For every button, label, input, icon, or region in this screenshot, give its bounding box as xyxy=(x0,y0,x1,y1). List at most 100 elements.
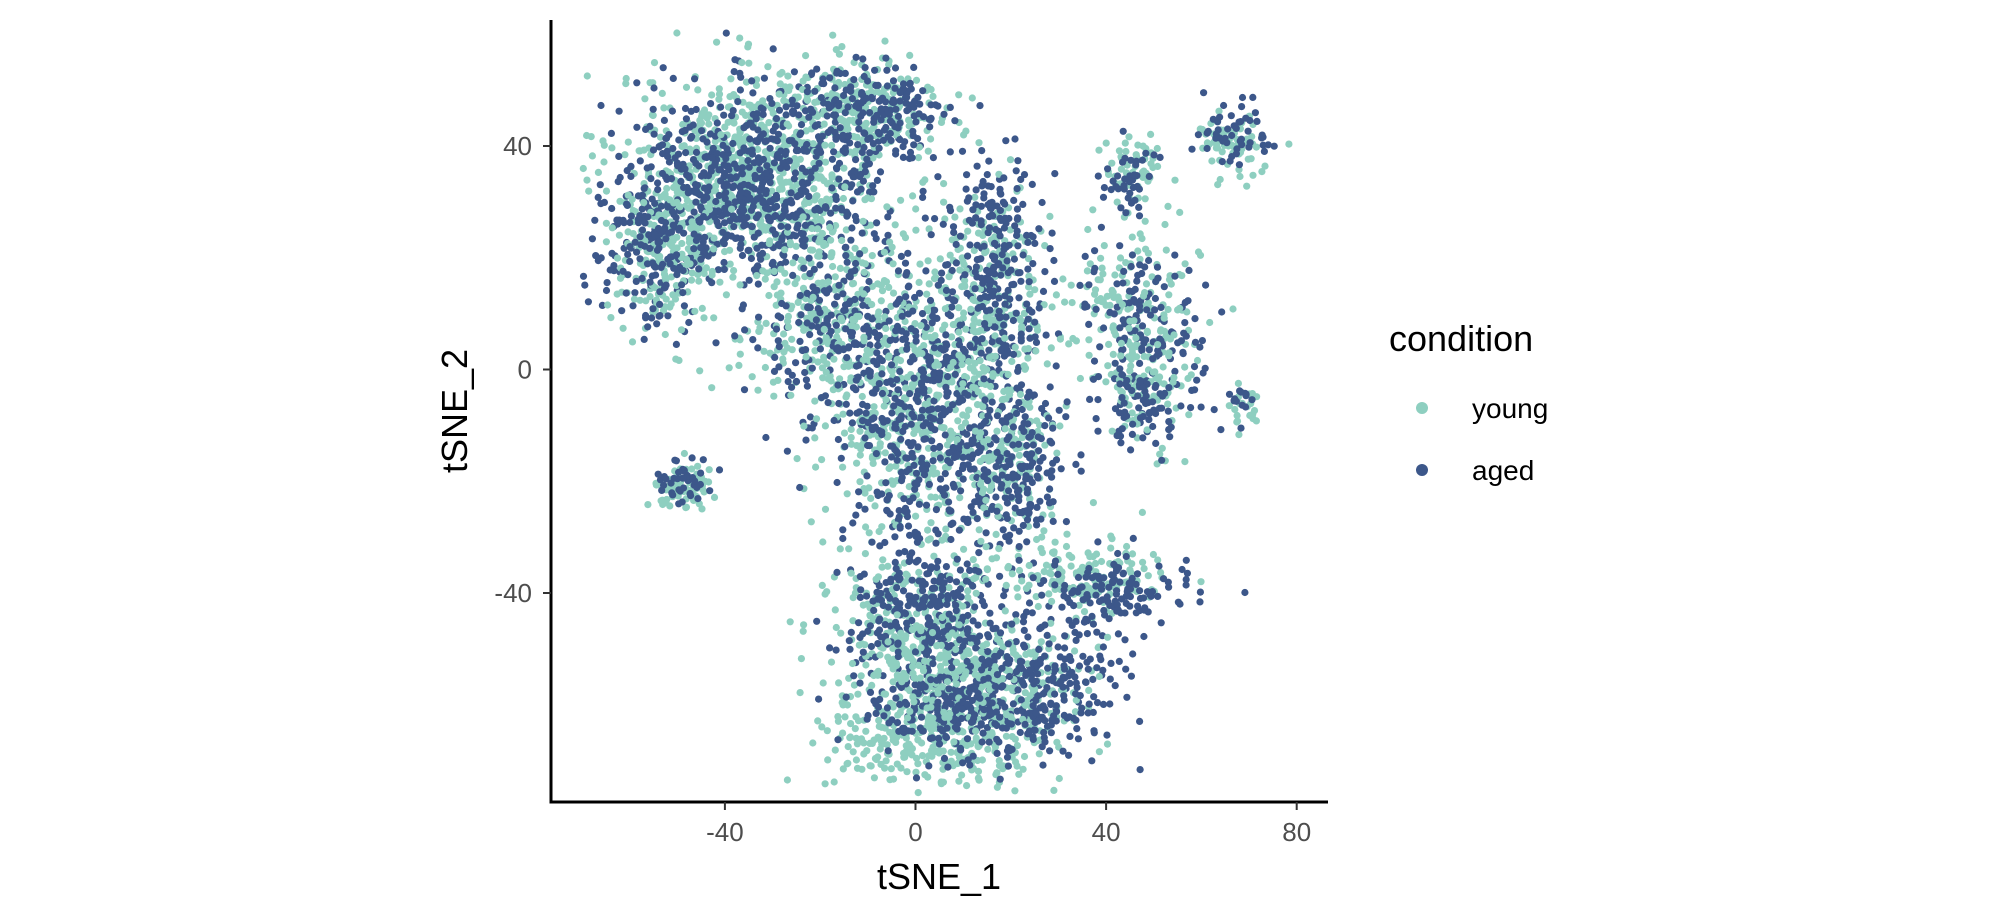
point-young xyxy=(738,59,746,67)
point-aged xyxy=(852,511,860,519)
point-young xyxy=(1098,264,1106,272)
point-aged xyxy=(697,255,705,263)
point-aged xyxy=(998,251,1006,259)
point-aged xyxy=(1023,516,1032,524)
point-aged xyxy=(895,398,903,407)
point-young xyxy=(619,324,627,332)
point-young xyxy=(1084,225,1092,234)
point-young xyxy=(947,427,955,435)
point-aged xyxy=(748,223,756,231)
point-aged xyxy=(699,213,708,221)
point-young xyxy=(775,185,783,193)
point-young xyxy=(1128,233,1136,241)
point-aged xyxy=(1012,167,1020,175)
point-young xyxy=(705,466,713,474)
point-young xyxy=(1052,291,1060,299)
point-young xyxy=(1176,208,1184,216)
point-aged xyxy=(636,255,644,263)
point-aged xyxy=(982,529,990,537)
point-aged xyxy=(1143,306,1151,314)
point-aged xyxy=(1113,280,1121,288)
point-aged xyxy=(906,358,915,366)
point-young xyxy=(1105,340,1113,348)
point-aged xyxy=(868,315,876,323)
point-aged xyxy=(980,242,988,250)
point-aged xyxy=(1235,161,1243,169)
point-aged xyxy=(831,300,839,308)
point-young xyxy=(666,303,674,311)
point-young xyxy=(687,224,695,232)
point-young xyxy=(703,114,711,122)
point-young xyxy=(813,192,821,200)
point-young xyxy=(1001,334,1009,342)
point-aged xyxy=(829,111,838,119)
point-young xyxy=(982,543,990,551)
point-aged xyxy=(975,549,983,557)
point-aged xyxy=(969,439,977,447)
point-aged xyxy=(918,454,926,462)
point-aged xyxy=(717,103,725,111)
point-aged xyxy=(1237,424,1245,432)
point-young xyxy=(1154,341,1162,349)
point-aged xyxy=(1152,381,1160,390)
point-aged xyxy=(998,471,1006,479)
point-aged xyxy=(901,259,910,267)
point-aged xyxy=(1005,487,1013,495)
point-aged xyxy=(901,422,909,431)
point-aged xyxy=(897,412,906,420)
point-aged xyxy=(825,286,833,294)
point-young xyxy=(1117,352,1125,360)
point-young xyxy=(874,311,882,320)
point-aged xyxy=(682,115,691,123)
point-young xyxy=(736,350,744,358)
point-aged xyxy=(992,463,1000,471)
point-aged xyxy=(1117,439,1125,447)
point-aged xyxy=(837,454,845,462)
point-aged xyxy=(921,214,929,222)
point-aged xyxy=(762,433,770,442)
point-aged xyxy=(752,214,761,222)
point-aged xyxy=(697,203,705,211)
point-young xyxy=(821,158,830,166)
point-young xyxy=(807,518,815,526)
point-aged xyxy=(996,572,1004,580)
point-aged xyxy=(1166,433,1174,441)
point-young xyxy=(941,305,950,313)
point-aged xyxy=(834,102,843,110)
point-aged xyxy=(705,183,713,191)
point-young xyxy=(860,337,868,345)
point-aged xyxy=(1024,315,1032,323)
point-young xyxy=(927,519,935,527)
point-aged xyxy=(1242,114,1250,122)
point-young xyxy=(859,217,867,225)
point-aged xyxy=(785,137,794,145)
point-aged xyxy=(749,89,757,97)
point-aged xyxy=(997,271,1005,279)
point-aged xyxy=(1092,415,1100,423)
point-aged xyxy=(584,298,593,306)
point-aged xyxy=(878,370,886,378)
point-young xyxy=(925,280,933,288)
point-aged xyxy=(1188,386,1196,394)
point-young xyxy=(858,392,866,401)
point-aged xyxy=(817,94,825,102)
point-young xyxy=(583,72,591,80)
point-young xyxy=(912,512,920,520)
point-aged xyxy=(1127,262,1135,271)
point-young xyxy=(658,89,666,97)
point-aged xyxy=(814,305,822,313)
point-young xyxy=(886,463,895,471)
point-young xyxy=(1085,336,1093,344)
point-aged xyxy=(938,269,946,277)
point-young xyxy=(1116,254,1125,262)
point-young xyxy=(678,142,686,151)
point-aged xyxy=(736,69,744,77)
point-aged xyxy=(1228,131,1236,140)
point-aged xyxy=(1152,439,1160,447)
point-aged xyxy=(1196,343,1204,351)
point-aged xyxy=(640,288,648,296)
point-aged xyxy=(977,422,985,430)
point-aged xyxy=(868,538,876,546)
point-aged xyxy=(833,67,841,75)
point-aged xyxy=(1007,266,1015,274)
